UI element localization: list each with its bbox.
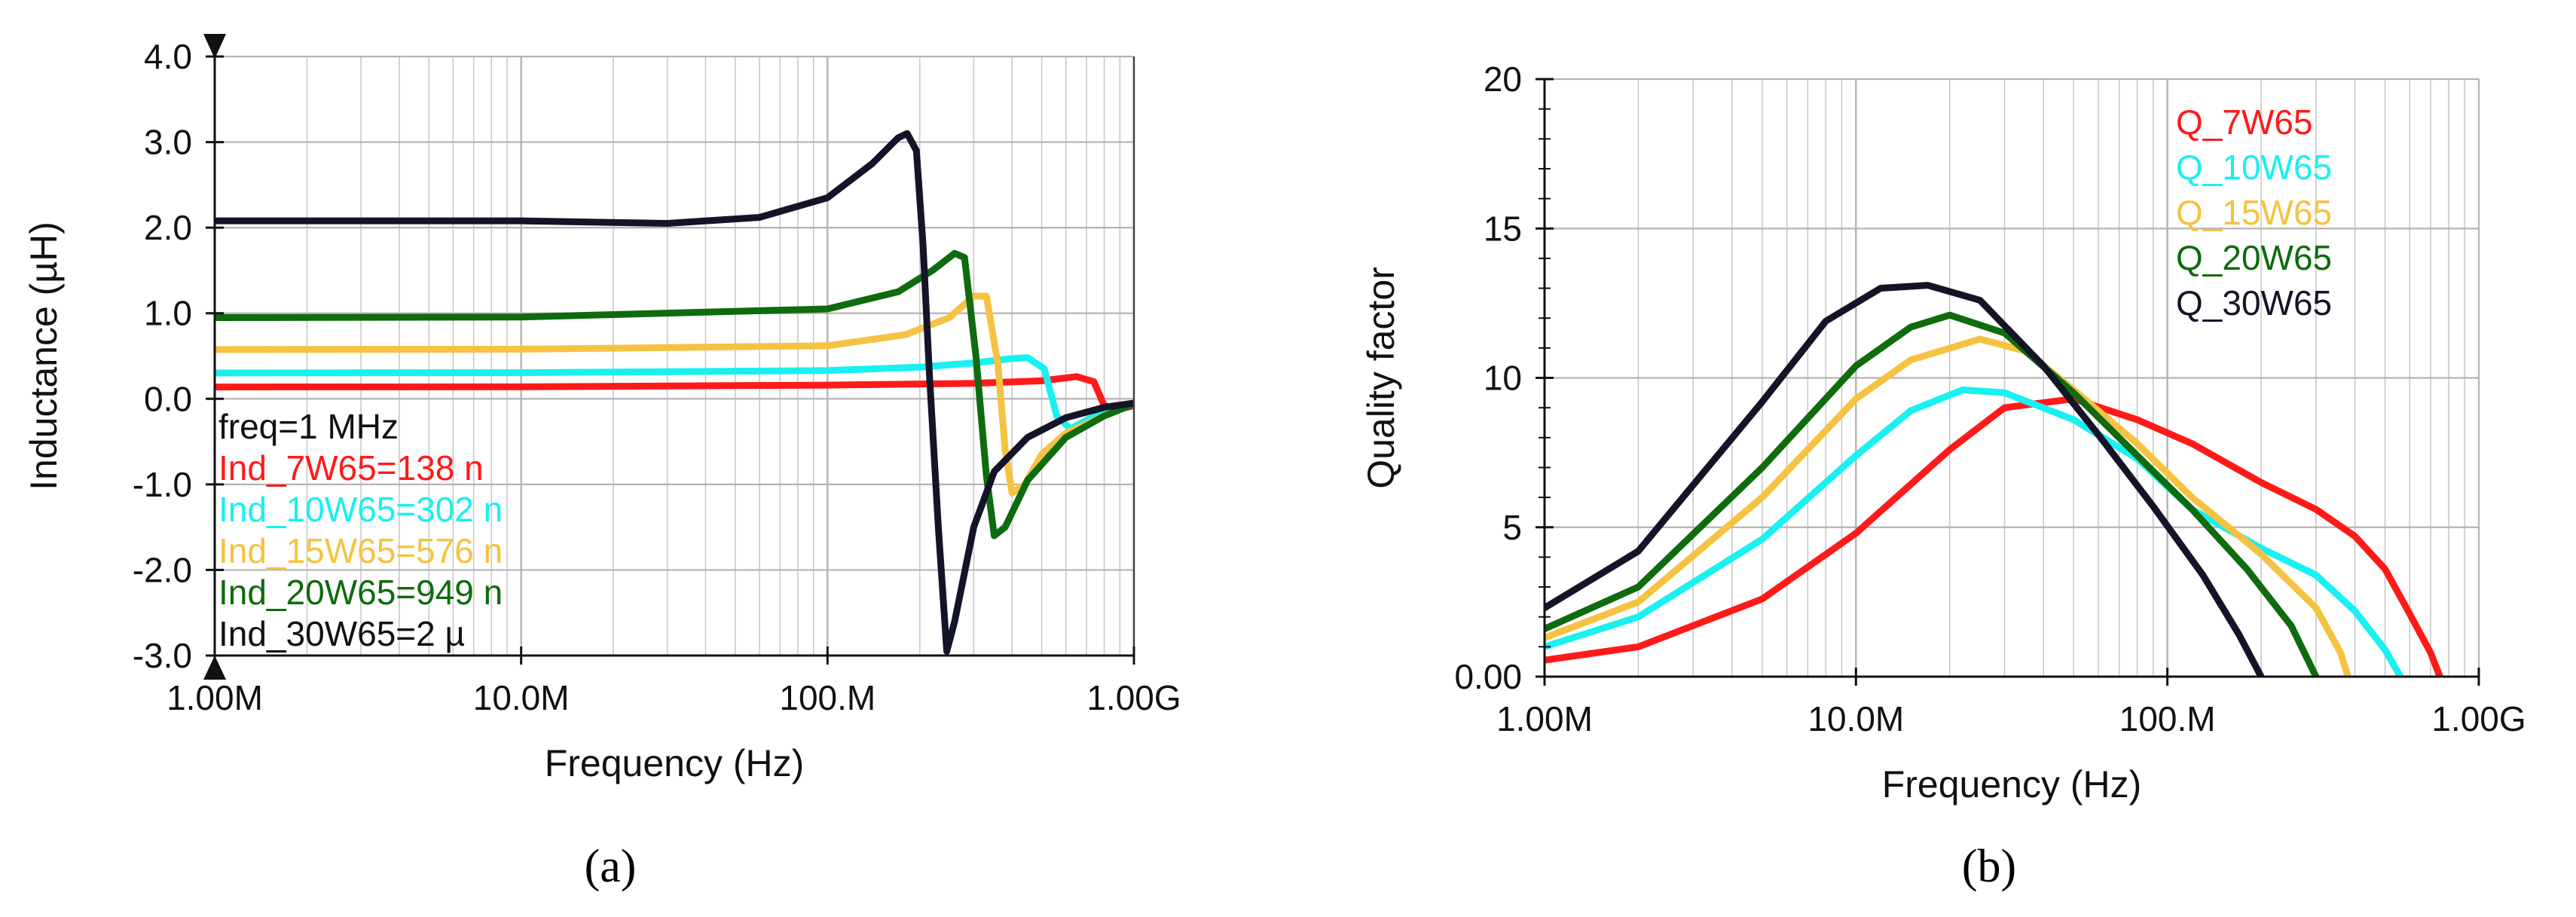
x-tick-label: 1.00G — [1086, 678, 1181, 717]
y-tick-label: 3.0 — [144, 123, 192, 162]
y-tick-label: 2.0 — [144, 208, 192, 247]
legend-entry-q-30w65: Q_30W65 — [2176, 283, 2332, 322]
x-tick-label: 100.M — [779, 678, 875, 717]
series-line-q-10w65 — [1545, 386, 2404, 677]
annotation-ind-10w65-302-n: Ind_10W65=302 n — [218, 490, 503, 529]
legend-entry-q-10w65: Q_10W65 — [2176, 148, 2332, 187]
x-tick-label: 10.0M — [473, 678, 570, 717]
annotation-freq-1-mhz: freq=1 MHz — [218, 407, 399, 446]
series-group — [215, 130, 1134, 655]
y-tick-label: -3.0 — [133, 636, 192, 675]
x-tick-label: 10.0M — [1807, 699, 1904, 738]
series-line-ind-20w65 — [215, 249, 1134, 540]
x-tick-label: 100.M — [2119, 699, 2216, 738]
caption-b: (b) — [1962, 841, 2016, 892]
panel-b-chart: 20 15 10 5 0.001.00M 10.0M 100.M 1.00G Frequency… — [1360, 60, 2526, 805]
panel-a-chart: 4.0 3.0 2.0 1.0 0.0 -1.0 -2.0 -3.01.00M 10.0M 100… — [23, 34, 1181, 784]
series-group — [1545, 282, 2443, 677]
y-tick-label: 10 — [1484, 359, 1522, 398]
y-tick-label: 5 — [1502, 508, 1522, 547]
y-tick-label: 15 — [1484, 209, 1522, 248]
series-line-ind-15w65 — [215, 292, 1134, 497]
top-cursor-marker — [203, 34, 226, 59]
y-tick-label: 4.0 — [144, 37, 192, 76]
y-tick-label: 1.0 — [144, 294, 192, 333]
annotation-ind-15w65-576-n: Ind_15W65=576 n — [218, 531, 503, 570]
y-tick-label: -1.0 — [133, 465, 192, 504]
series-line-ind-30w65 — [215, 130, 1134, 655]
y-axis-title: Quality factor — [1360, 267, 1402, 489]
annotation-ind-20w65-949-n: Ind_20W65=949 n — [218, 573, 503, 612]
x-tick-label: 1.00M — [1496, 699, 1593, 738]
series-line-q-7w65 — [1545, 395, 2443, 677]
bottom-cursor-marker — [203, 656, 226, 680]
series-line-q-20w65 — [1545, 311, 2320, 677]
legend-entry-q-15w65: Q_15W65 — [2176, 193, 2332, 232]
y-tick-label: 0.00 — [1454, 657, 1522, 696]
y-tick-label: 0.0 — [144, 379, 192, 418]
legend-entry-q-7w65: Q_7W65 — [2176, 102, 2313, 142]
series-line-q-30w65 — [1545, 282, 2265, 677]
x-tick-label: 1.00M — [167, 678, 263, 717]
y-tick-label: 20 — [1484, 60, 1522, 99]
x-axis-title: Frequency (Hz) — [545, 742, 805, 784]
caption-a: (a) — [585, 841, 637, 892]
y-axis-title: Inductance (µH) — [23, 222, 65, 491]
y-tick-label: -2.0 — [133, 550, 192, 589]
x-axis-title: Frequency (Hz) — [1882, 763, 2142, 805]
plot-area — [215, 57, 1134, 656]
annotation-ind-30w65-2: Ind_30W65=2 µ — [218, 614, 465, 653]
annotation-ind-7w65-138-n: Ind_7W65=138 n — [218, 448, 484, 488]
x-tick-label: 1.00G — [2431, 699, 2526, 738]
legend-entry-q-20w65: Q_20W65 — [2176, 238, 2332, 277]
